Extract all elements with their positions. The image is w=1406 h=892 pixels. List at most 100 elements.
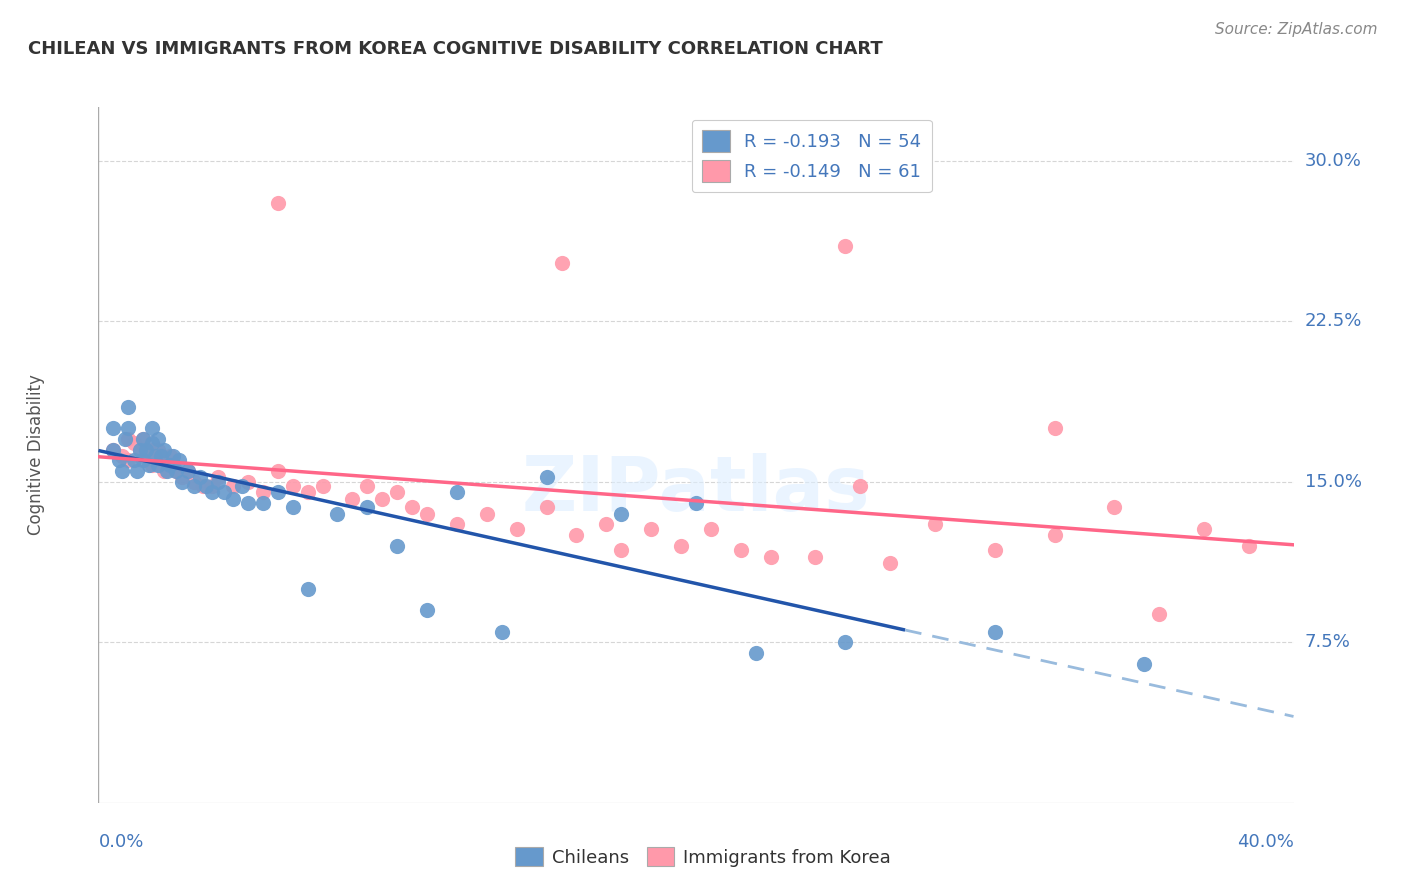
Point bbox=[222, 479, 245, 493]
Point bbox=[834, 635, 856, 649]
Text: Source: ZipAtlas.com: Source: ZipAtlas.com bbox=[1215, 22, 1378, 37]
Point bbox=[804, 549, 827, 564]
Point bbox=[610, 543, 633, 558]
Point bbox=[135, 449, 157, 463]
Point bbox=[879, 556, 901, 570]
Point bbox=[446, 517, 468, 532]
Point bbox=[1104, 500, 1126, 515]
Point bbox=[924, 517, 946, 532]
Point bbox=[326, 507, 349, 521]
Point bbox=[172, 470, 194, 484]
Point bbox=[141, 458, 163, 472]
Point bbox=[475, 507, 498, 521]
Point bbox=[117, 400, 139, 414]
Point bbox=[252, 496, 274, 510]
Point bbox=[297, 485, 319, 500]
Point bbox=[162, 458, 184, 472]
Point bbox=[267, 196, 290, 211]
Point bbox=[1133, 657, 1156, 671]
Point bbox=[222, 491, 245, 506]
Point bbox=[550, 256, 572, 270]
Point bbox=[132, 432, 155, 446]
Point bbox=[114, 432, 136, 446]
Point bbox=[148, 458, 170, 472]
Point bbox=[143, 449, 166, 463]
Point bbox=[311, 479, 333, 493]
Legend: R = -0.193   N = 54, R = -0.149   N = 61: R = -0.193 N = 54, R = -0.149 N = 61 bbox=[692, 120, 932, 193]
Point bbox=[159, 458, 181, 472]
Point bbox=[148, 453, 170, 467]
Point bbox=[162, 449, 184, 463]
Point bbox=[124, 436, 146, 450]
Text: ZIPatlas: ZIPatlas bbox=[522, 453, 870, 526]
Point bbox=[111, 449, 134, 463]
Text: 22.5%: 22.5% bbox=[1305, 312, 1362, 330]
Point bbox=[183, 479, 205, 493]
Text: 7.5%: 7.5% bbox=[1305, 633, 1351, 651]
Point bbox=[172, 475, 194, 489]
Point bbox=[194, 479, 218, 493]
Point bbox=[111, 464, 134, 478]
Point bbox=[252, 485, 274, 500]
Point bbox=[153, 442, 176, 457]
Point bbox=[135, 442, 157, 457]
Point bbox=[730, 543, 752, 558]
Point bbox=[150, 449, 173, 463]
Point bbox=[132, 432, 155, 446]
Point bbox=[281, 500, 304, 515]
Text: 40.0%: 40.0% bbox=[1237, 833, 1294, 851]
Point bbox=[153, 464, 176, 478]
Point bbox=[506, 522, 529, 536]
Point bbox=[231, 479, 253, 493]
Point bbox=[491, 624, 513, 639]
Text: 0.0%: 0.0% bbox=[98, 833, 143, 851]
Point bbox=[129, 442, 152, 457]
Point bbox=[127, 464, 149, 478]
Point bbox=[983, 624, 1005, 639]
Point bbox=[165, 464, 187, 478]
Point bbox=[610, 507, 633, 521]
Point bbox=[1043, 421, 1066, 435]
Point bbox=[159, 449, 181, 463]
Point bbox=[108, 453, 131, 467]
Point bbox=[177, 464, 200, 478]
Text: 15.0%: 15.0% bbox=[1305, 473, 1361, 491]
Point bbox=[700, 522, 723, 536]
Point bbox=[183, 475, 205, 489]
Point bbox=[267, 464, 290, 478]
Point bbox=[141, 436, 163, 450]
Point bbox=[536, 500, 558, 515]
Point bbox=[640, 522, 662, 536]
Point bbox=[165, 464, 187, 478]
Point bbox=[148, 442, 170, 457]
Point bbox=[201, 485, 224, 500]
Point bbox=[212, 485, 235, 500]
Point bbox=[117, 421, 139, 435]
Point bbox=[416, 507, 439, 521]
Point bbox=[148, 432, 170, 446]
Point bbox=[117, 453, 139, 467]
Text: CHILEAN VS IMMIGRANTS FROM KOREA COGNITIVE DISABILITY CORRELATION CHART: CHILEAN VS IMMIGRANTS FROM KOREA COGNITI… bbox=[28, 40, 883, 58]
Point bbox=[834, 239, 856, 253]
Point bbox=[103, 442, 125, 457]
Point bbox=[536, 470, 558, 484]
Point bbox=[236, 475, 259, 489]
Point bbox=[1147, 607, 1170, 622]
Text: Cognitive Disability: Cognitive Disability bbox=[27, 375, 45, 535]
Text: 30.0%: 30.0% bbox=[1305, 152, 1361, 169]
Point bbox=[385, 539, 409, 553]
Point bbox=[177, 464, 200, 478]
Point bbox=[1192, 522, 1215, 536]
Point bbox=[356, 500, 378, 515]
Point bbox=[167, 453, 190, 467]
Point bbox=[356, 479, 378, 493]
Point bbox=[342, 491, 364, 506]
Point bbox=[983, 543, 1005, 558]
Point bbox=[117, 432, 139, 446]
Point bbox=[191, 479, 214, 493]
Point bbox=[129, 442, 152, 457]
Point bbox=[132, 453, 155, 467]
Point bbox=[281, 479, 304, 493]
Point bbox=[595, 517, 617, 532]
Legend: Chileans, Immigrants from Korea: Chileans, Immigrants from Korea bbox=[508, 840, 898, 874]
